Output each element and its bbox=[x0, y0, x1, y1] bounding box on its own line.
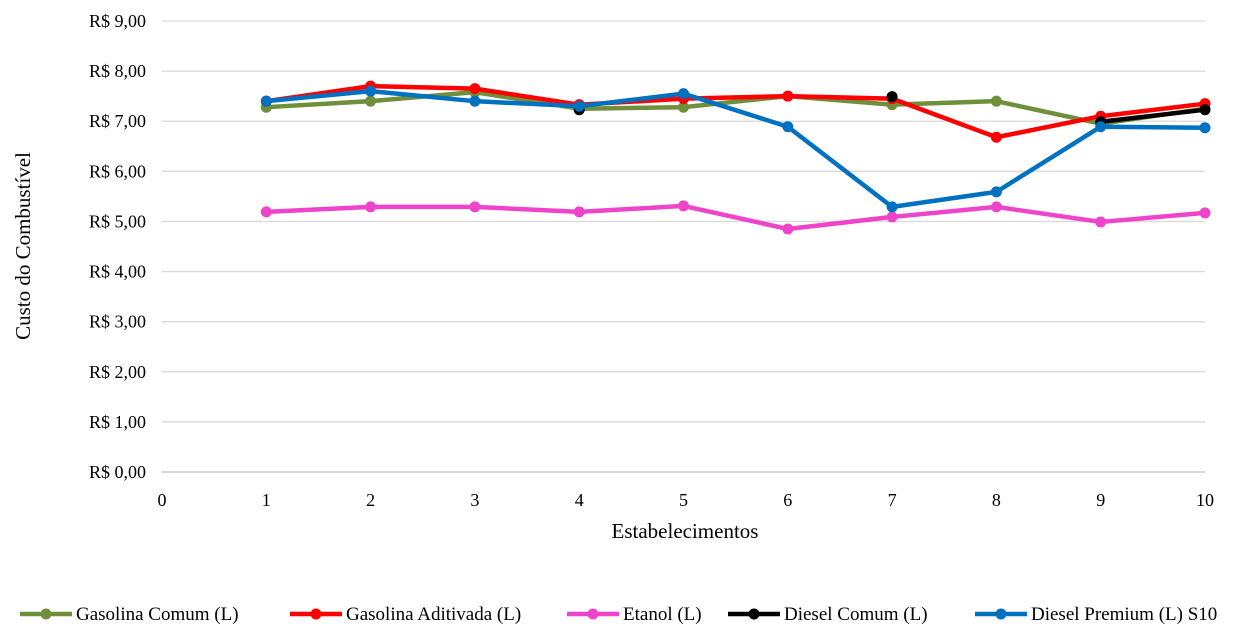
y-tick-label: R$ 8,00 bbox=[89, 61, 146, 81]
series-line bbox=[264, 88, 1208, 210]
data-point bbox=[573, 206, 585, 218]
data-point bbox=[469, 83, 481, 95]
x-tick-label: 1 bbox=[262, 490, 271, 510]
y-tick-label: R$ 4,00 bbox=[89, 262, 146, 282]
legend: Gasolina Comum (L) Gasolina Aditivada (L)… bbox=[20, 604, 1217, 625]
legend-item: Diesel Comum (L) bbox=[728, 604, 928, 625]
legend-item: Gasolina Comum (L) bbox=[20, 604, 239, 625]
data-point bbox=[469, 95, 481, 107]
data-point bbox=[678, 101, 689, 113]
x-tick-label: 0 bbox=[158, 490, 167, 510]
data-point bbox=[782, 223, 794, 235]
data-point bbox=[1199, 207, 1211, 219]
legend-item: Etanol (L) bbox=[567, 604, 702, 625]
data-point bbox=[990, 95, 1002, 107]
y-tick-label: R$ 0,00 bbox=[89, 462, 146, 482]
x-tick-label: 10 bbox=[1196, 490, 1214, 510]
data-point bbox=[990, 131, 1002, 143]
data-point bbox=[886, 201, 898, 213]
legend-swatch-marker bbox=[995, 608, 1007, 620]
data-point bbox=[678, 88, 689, 100]
series-line bbox=[264, 83, 1208, 140]
y-tick-label: R$ 3,00 bbox=[89, 312, 146, 332]
grid-layer bbox=[162, 20, 1205, 423]
x-tick-label: 5 bbox=[679, 490, 688, 510]
legend-item: Gasolina Aditivada (L) bbox=[290, 604, 521, 625]
legend-label: Etanol (L) bbox=[623, 604, 702, 625]
legend-label: Diesel Premium (L) S10 bbox=[1031, 604, 1217, 625]
x-axis-title: Estabelecimentos bbox=[612, 519, 759, 543]
data-point bbox=[1095, 216, 1107, 228]
data-point bbox=[1095, 121, 1107, 133]
legend-item: Diesel Premium (L) S10 bbox=[975, 604, 1217, 625]
legend-swatch-marker bbox=[310, 608, 322, 620]
data-point bbox=[990, 186, 1002, 198]
data-point bbox=[678, 200, 689, 212]
x-tick-label: 3 bbox=[470, 490, 479, 510]
y-tick-label: R$ 9,00 bbox=[89, 11, 146, 31]
data-point bbox=[365, 95, 377, 107]
data-point bbox=[886, 91, 898, 103]
series-layer bbox=[260, 80, 1211, 235]
data-point bbox=[1199, 104, 1211, 116]
series-4 bbox=[260, 85, 1211, 213]
data-point bbox=[990, 201, 1002, 213]
series-2 bbox=[260, 200, 1211, 235]
data-point bbox=[469, 201, 481, 213]
data-point bbox=[260, 95, 272, 107]
data-point bbox=[365, 201, 377, 213]
x-tick-label: 6 bbox=[783, 490, 792, 510]
x-tick-label: 4 bbox=[575, 490, 584, 510]
y-tick-label: R$ 1,00 bbox=[89, 412, 146, 432]
y-tick-label: R$ 6,00 bbox=[89, 161, 146, 181]
data-point bbox=[782, 121, 794, 133]
y-axis-title: Custo do Combustível bbox=[11, 152, 35, 340]
data-point bbox=[573, 100, 585, 112]
data-point bbox=[782, 90, 794, 102]
data-point bbox=[260, 206, 272, 218]
legend-swatch-marker bbox=[748, 608, 760, 620]
data-point bbox=[1199, 122, 1211, 134]
legend-label: Gasolina Aditivada (L) bbox=[346, 604, 521, 625]
legend-label: Diesel Comum (L) bbox=[784, 604, 928, 625]
y-tick-label: R$ 2,00 bbox=[89, 362, 146, 382]
series-line bbox=[1098, 107, 1208, 124]
data-point bbox=[886, 211, 898, 223]
x-tick-label: 2 bbox=[366, 490, 375, 510]
axis-layer: R$ 0,00 R$ 1,00 R$ 2,00 R$ 3,00 R$ 4,00 R$ 5,… bbox=[89, 11, 1214, 510]
y-tick-label: R$ 7,00 bbox=[89, 111, 146, 131]
y-tick-label: R$ 5,00 bbox=[89, 211, 146, 231]
legend-label: Gasolina Comum (L) bbox=[76, 604, 239, 625]
legend-swatch-marker bbox=[40, 608, 52, 620]
series-line bbox=[264, 203, 1208, 232]
legend-swatch-marker bbox=[587, 608, 599, 620]
data-point bbox=[365, 85, 377, 97]
x-tick-label: 7 bbox=[888, 490, 897, 510]
x-tick-label: 8 bbox=[992, 490, 1001, 510]
x-tick-label: 9 bbox=[1096, 490, 1105, 510]
